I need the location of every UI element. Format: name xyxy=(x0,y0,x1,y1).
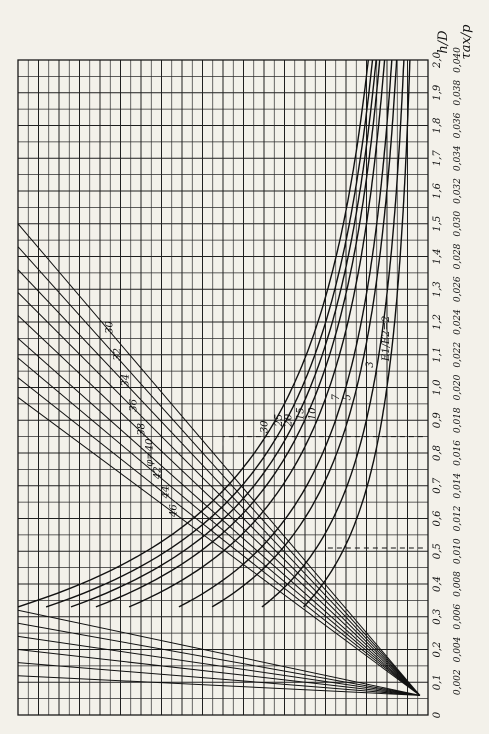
curve-label: E1/E2=2 xyxy=(381,316,392,362)
curve-30 xyxy=(17,59,369,608)
ray-36 xyxy=(17,292,421,696)
secondary-tick-label: 0,018 xyxy=(453,407,463,433)
primary-tick-label: 1,7 xyxy=(432,150,443,167)
secondary-tick-label: 0,022 xyxy=(453,342,463,368)
primary-tick-label: 0,8 xyxy=(432,445,443,461)
curve-label: 25 xyxy=(274,414,285,428)
primary-tick-label: 1,5 xyxy=(432,216,443,232)
secondary-tick-label: 0,024 xyxy=(453,309,463,335)
primary-tick-label: 0,7 xyxy=(432,477,443,494)
curve-5 xyxy=(211,59,398,608)
curve-20 xyxy=(70,59,377,608)
curve-label: 20 xyxy=(283,413,294,427)
ray-label: 32 xyxy=(112,348,123,361)
ray-42 xyxy=(17,357,421,696)
secondary-tick-label: 0,004 xyxy=(453,636,463,662)
plot-frame xyxy=(17,59,429,716)
ray-φ=40 xyxy=(17,338,421,696)
primary-tick-label: 0,1 xyxy=(432,674,443,690)
curve-label: 15 xyxy=(296,407,307,420)
secondary-tick-label: 0,026 xyxy=(453,276,463,302)
ray-label: 44 xyxy=(161,486,172,500)
guide-lines-layer xyxy=(222,436,423,598)
curve-E1/E2=2 xyxy=(302,59,411,608)
secondary-tick-label: 0,038 xyxy=(453,80,463,106)
primary-tick-label: 0,5 xyxy=(432,543,443,559)
ray-label: 46 xyxy=(169,504,180,518)
ray-34 xyxy=(17,269,421,696)
curve-label: 30 xyxy=(260,420,271,433)
secondary-tick-label: 0,012 xyxy=(453,505,463,531)
primary-tick-label: 0,9 xyxy=(432,412,443,429)
secondary-tick-label: 0,036 xyxy=(453,112,463,138)
curve-label: 10 xyxy=(308,407,319,420)
fan-ray xyxy=(17,662,420,696)
ray-label: φ=40 xyxy=(145,438,156,467)
primary-tick-label: 1,0 xyxy=(432,379,443,396)
primary-tick-label: 1,2 xyxy=(432,314,443,330)
tick-labels-layer: 0 0,1 0,2 0,3 0,4 0,5 0,6 0,7 0,8 0,9 1,0 1,1 1,2 1,3… xyxy=(432,47,463,718)
ray-label: 42 xyxy=(153,466,164,480)
primary-tick-label: 1,8 xyxy=(432,118,443,134)
secondary-tick-label: 0,032 xyxy=(453,178,463,204)
secondary-tick-label: 0,034 xyxy=(453,145,463,171)
secondary-tick-label: 0,016 xyxy=(453,440,463,466)
ray-label: 34 xyxy=(120,374,131,387)
secondary-tick-label: 0,040 xyxy=(453,47,463,73)
grid xyxy=(17,59,429,716)
primary-tick-label: 1,6 xyxy=(432,182,443,199)
ray-32 xyxy=(17,246,421,696)
secondary-axis-title: τax/p xyxy=(459,24,474,60)
secondary-tick-label: 0,014 xyxy=(453,473,463,499)
ray-label: 30 xyxy=(104,321,115,334)
primary-tick-label: 1,9 xyxy=(432,84,443,101)
primary-tick-label: 0,4 xyxy=(432,576,443,592)
curve-label: 5 xyxy=(342,394,353,400)
primary-tick-label: 1,3 xyxy=(432,281,443,297)
primary-tick-label: 0,2 xyxy=(432,642,443,658)
fan-ray xyxy=(17,609,420,696)
ray-label: 36 xyxy=(129,398,140,411)
secondary-tick-label: 0,008 xyxy=(453,571,463,597)
secondary-tick-label: 0,010 xyxy=(453,538,463,564)
secondary-tick-label: 0,028 xyxy=(453,243,463,269)
secondary-tick-label: 0,030 xyxy=(453,211,463,237)
fan-ray xyxy=(17,635,420,696)
ray-label: 38 xyxy=(137,423,148,436)
curve-label: 3 xyxy=(365,361,376,367)
ray-30 xyxy=(17,223,421,696)
primary-tick-label: 0,6 xyxy=(432,510,443,527)
secondary-tick-label: 0,002 xyxy=(453,669,463,695)
ray-44 xyxy=(17,377,421,696)
fan-ray xyxy=(17,622,420,696)
primary-tick-label: 2,0 xyxy=(432,51,443,69)
primary-axis-title: h/D xyxy=(436,30,451,54)
rays-layer xyxy=(17,223,421,696)
curve-label: 7 xyxy=(331,394,342,401)
primary-tick-label: 0,3 xyxy=(432,609,443,625)
secondary-tick-label: 0,020 xyxy=(453,374,463,400)
primary-tick-label: 1,1 xyxy=(432,347,443,363)
ray-38 xyxy=(17,315,421,696)
primary-tick-label: 0 xyxy=(432,711,443,718)
fan-ray xyxy=(17,649,420,696)
curve-25 xyxy=(45,59,374,608)
secondary-tick-label: 0,006 xyxy=(453,604,463,630)
axis-titles-layer: h/D τax/p xyxy=(436,24,474,60)
curve-3 xyxy=(261,59,405,608)
primary-tick-label: 1,4 xyxy=(432,249,443,265)
fan-ray xyxy=(17,675,420,696)
ray-46 xyxy=(17,396,421,696)
curve-7 xyxy=(178,59,393,608)
